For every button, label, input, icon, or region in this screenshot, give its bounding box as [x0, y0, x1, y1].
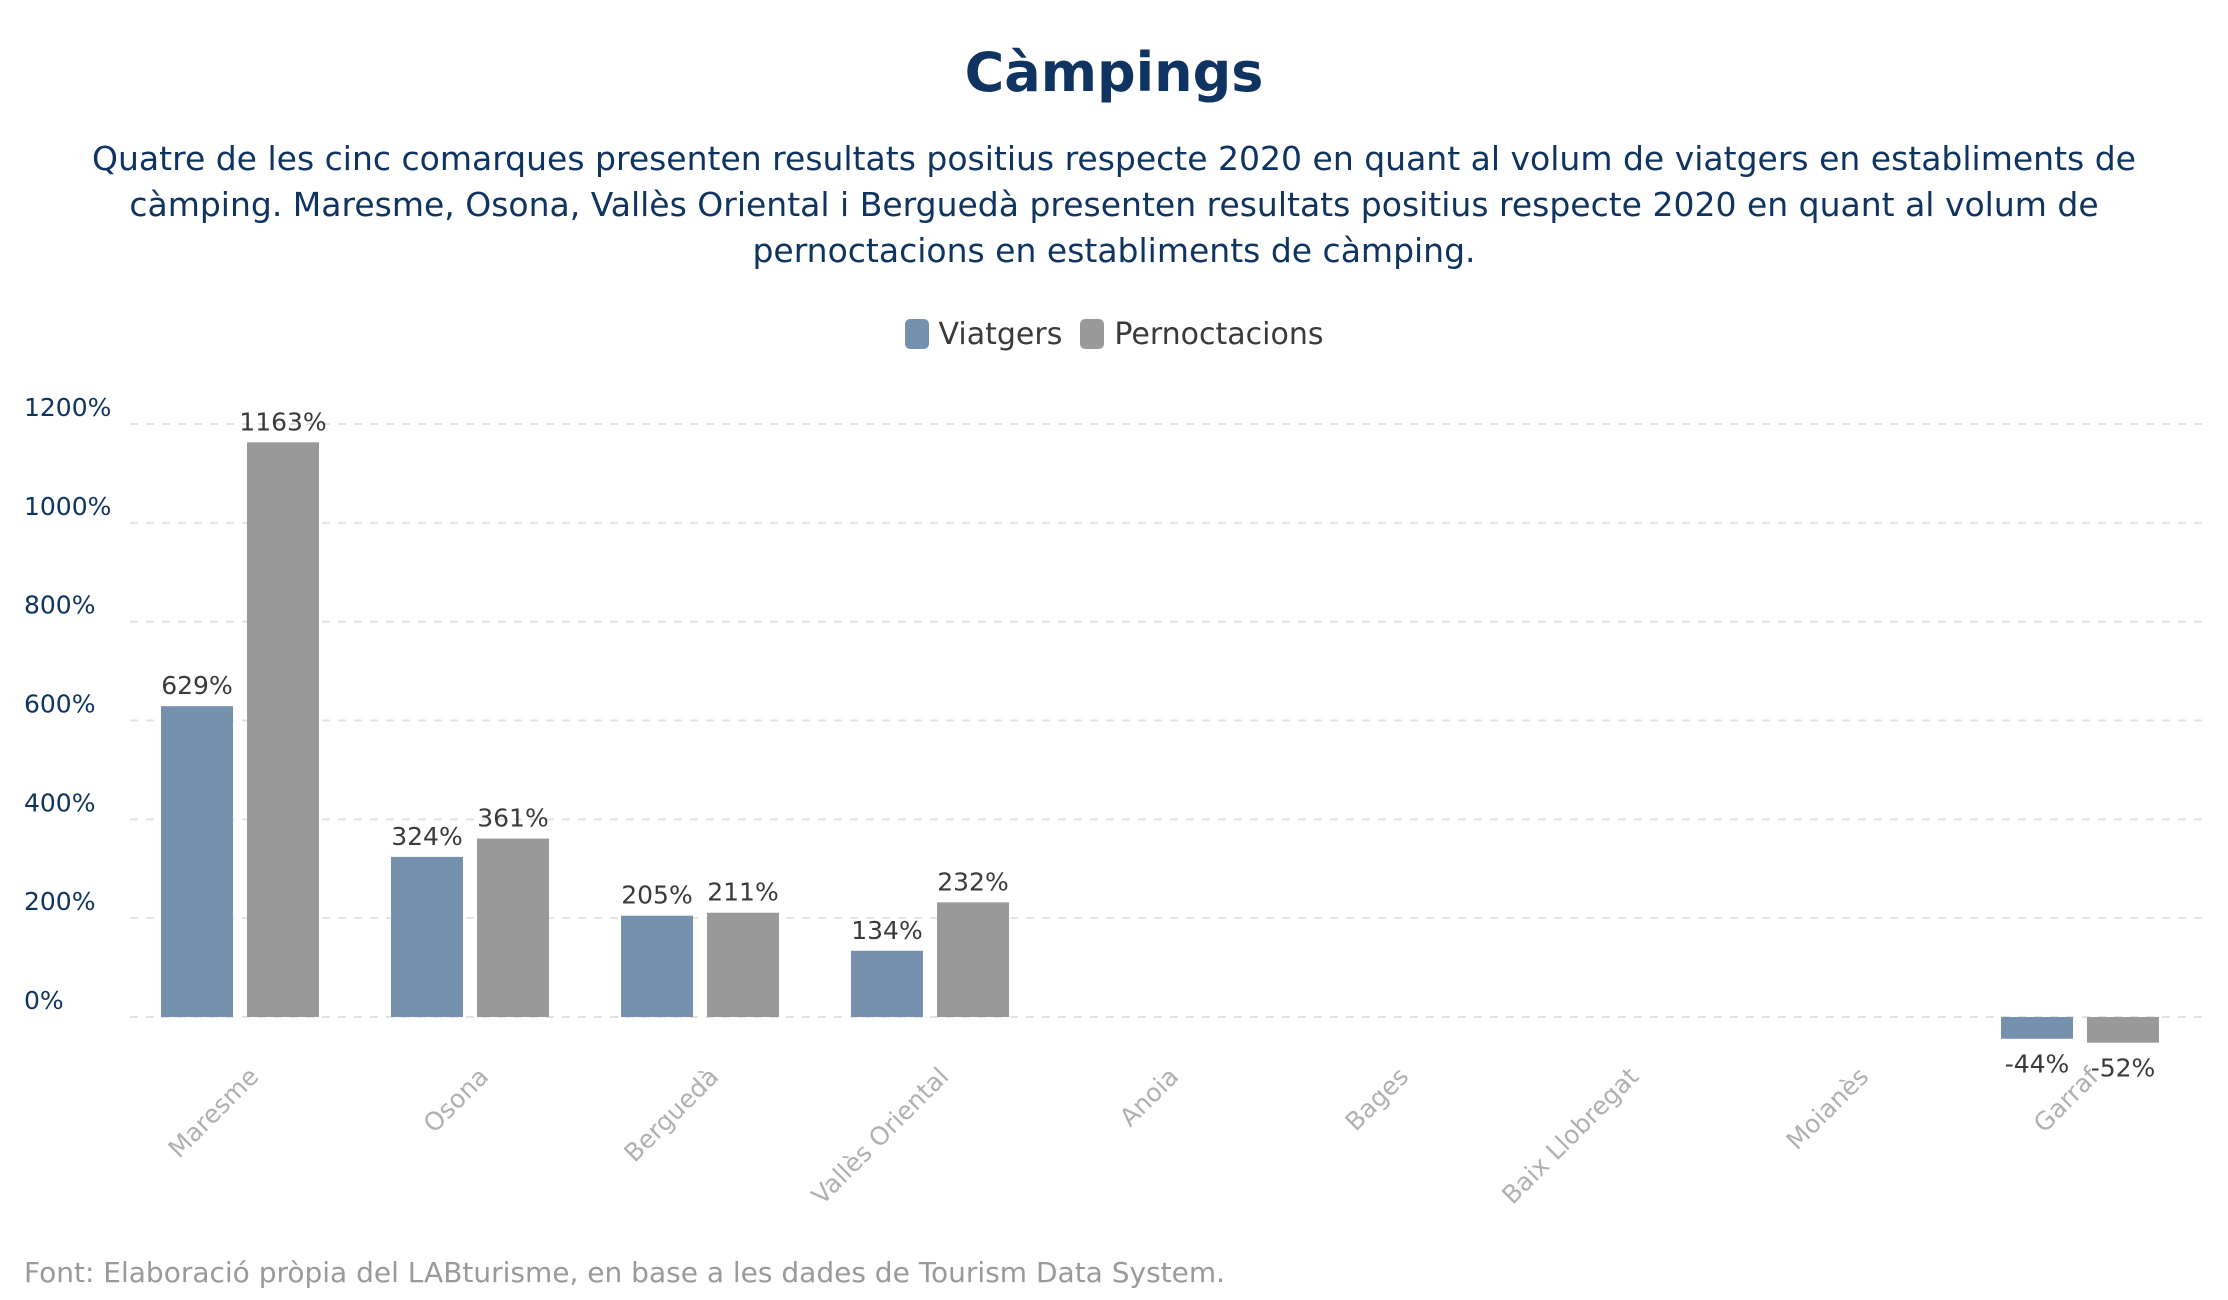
x-tick-label: Bages — [1339, 1062, 1414, 1137]
data-label: -44% — [2005, 1050, 2070, 1079]
bar-pernoctacions-8[interactable] — [2087, 1017, 2159, 1043]
legend-label-viatgers: Viatgers — [938, 316, 1063, 352]
chart-subtitle: Quatre de les cinc comarques presenten r… — [92, 139, 2136, 270]
x-tick-label: Vallès Oriental — [806, 1062, 954, 1210]
data-label: 324% — [391, 822, 462, 851]
y-tick-label: 600% — [24, 690, 95, 719]
data-label: 629% — [161, 671, 232, 700]
bar-viatgers-8[interactable] — [2001, 1017, 2073, 1039]
x-tick-label: Moianès — [1781, 1062, 1875, 1156]
legend-label-pernoctacions: Pernoctacions — [1114, 316, 1324, 352]
x-tick-label: Anoia — [1114, 1062, 1184, 1132]
bar-viatgers-0[interactable] — [161, 706, 233, 1017]
x-tick-label: Maresme — [163, 1062, 265, 1164]
x-tick-label: Osona — [418, 1062, 494, 1138]
data-label: 1163% — [239, 407, 326, 436]
data-label: 361% — [477, 804, 548, 833]
y-tick-label: 200% — [24, 887, 95, 916]
y-tick-label: 1000% — [24, 492, 111, 521]
legend-swatch-viatgers — [904, 319, 929, 349]
y-tick-label: 800% — [24, 591, 95, 620]
legend-item-pernoctacions[interactable]: Pernoctacions — [1080, 317, 1323, 352]
x-tick-label: Berguedà — [618, 1062, 724, 1168]
bar-pernoctacions-2[interactable] — [707, 912, 779, 1017]
bar-viatgers-3[interactable] — [851, 950, 923, 1017]
y-tick-label: 1200% — [24, 393, 111, 422]
data-label: 211% — [707, 878, 778, 907]
bar-pernoctacions-1[interactable] — [477, 838, 549, 1017]
bar-viatgers-1[interactable] — [391, 856, 463, 1017]
bar-viatgers-2[interactable] — [621, 915, 693, 1017]
data-label: -52% — [2091, 1054, 2156, 1083]
y-tick-label: 0% — [24, 986, 64, 1015]
source-note: Font: Elaboració pròpia del LABturisme, … — [24, 1256, 1226, 1289]
data-label: 134% — [851, 916, 922, 945]
bar-chart-plot: 0% 200% 400% 600% 800% 1000% 1200% 629% 1163% Mar… — [24, 393, 2210, 1210]
chart-title: Càmpings — [964, 41, 1264, 104]
y-tick-label: 400% — [24, 788, 95, 817]
data-label: 205% — [621, 881, 692, 910]
data-label: 232% — [937, 867, 1008, 896]
legend-item-viatgers[interactable]: Viatgers — [904, 316, 1063, 352]
legend-swatch-pernoctacions — [1080, 319, 1105, 349]
x-tick-label: Baix Llobregat — [1496, 1062, 1644, 1210]
legend: Viatgers Pernoctacions — [0, 312, 2228, 356]
bar-pernoctacions-3[interactable] — [937, 902, 1009, 1017]
bar-pernoctacions-0[interactable] — [247, 442, 319, 1017]
